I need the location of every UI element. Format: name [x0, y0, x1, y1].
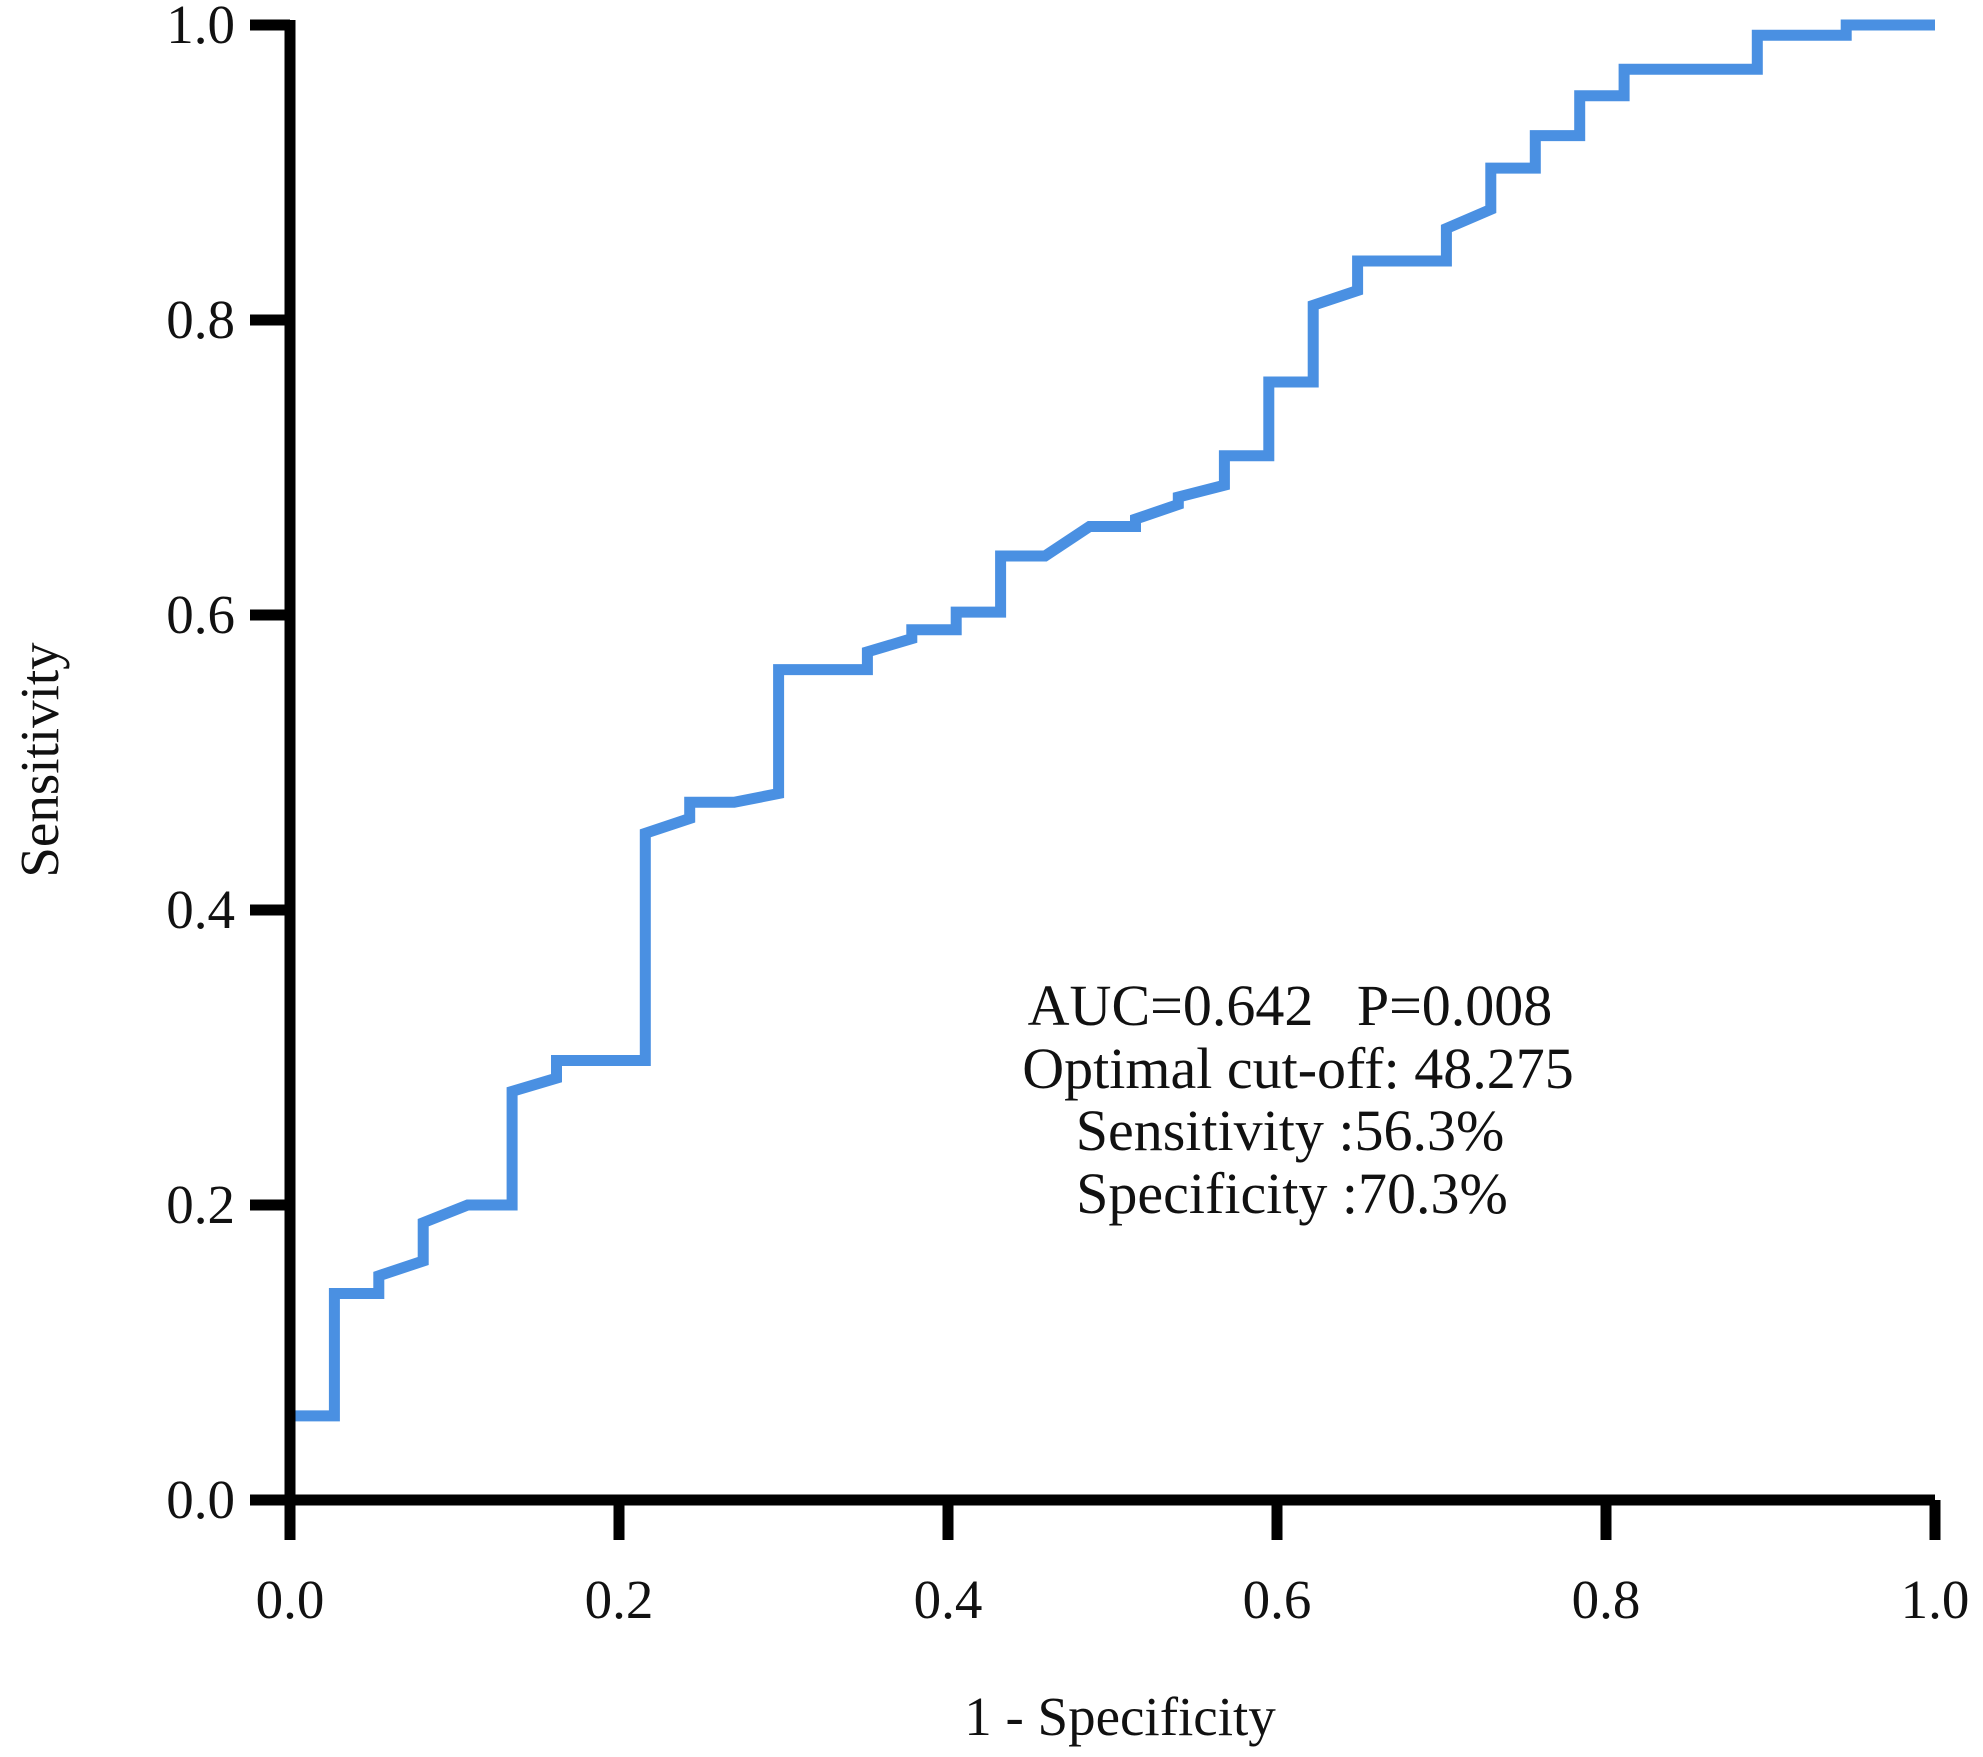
y-tick-label: 0.6 — [166, 584, 235, 645]
y-tick-label: 0.4 — [166, 879, 235, 940]
auc-p-value-text: AUC=0.642 P=0.008 — [1028, 973, 1553, 1038]
specificity-text: Specificity :70.3% — [1076, 1161, 1508, 1226]
x-tick-label: 0.8 — [1572, 1569, 1641, 1630]
y-tick-label: 1.0 — [166, 0, 235, 55]
stats-annotation: AUC=0.642 P=0.008 Optimal cut-off: 48.27… — [1022, 973, 1573, 1226]
x-tick-label: 1.0 — [1901, 1569, 1970, 1630]
y-tick-label: 0.0 — [166, 1469, 235, 1530]
plot-area — [290, 19, 1935, 1422]
x-tick-label: 0.6 — [1243, 1569, 1312, 1630]
x-tick-label: 0.4 — [914, 1569, 983, 1630]
y-axis-ticks: 0.0 0.2 0.4 0.6 0.8 1.0 — [166, 0, 290, 1530]
optimal-cutoff-text: Optimal cut-off: 48.275 — [1022, 1036, 1573, 1101]
x-axis-ticks: 0.0 0.2 0.4 0.6 0.8 1.0 — [256, 1500, 1970, 1630]
y-tick-label: 0.2 — [166, 1174, 235, 1235]
x-tick-label: 0.0 — [256, 1569, 325, 1630]
y-tick-label: 0.8 — [166, 289, 235, 350]
x-tick-label: 0.2 — [585, 1569, 654, 1630]
x-axis-title: 1 - Specificity — [964, 1686, 1276, 1747]
roc-curve-line — [290, 19, 1935, 1422]
sensitivity-text: Sensitivity :56.3% — [1076, 1098, 1505, 1163]
y-axis-title: Sensitivity — [9, 642, 70, 878]
